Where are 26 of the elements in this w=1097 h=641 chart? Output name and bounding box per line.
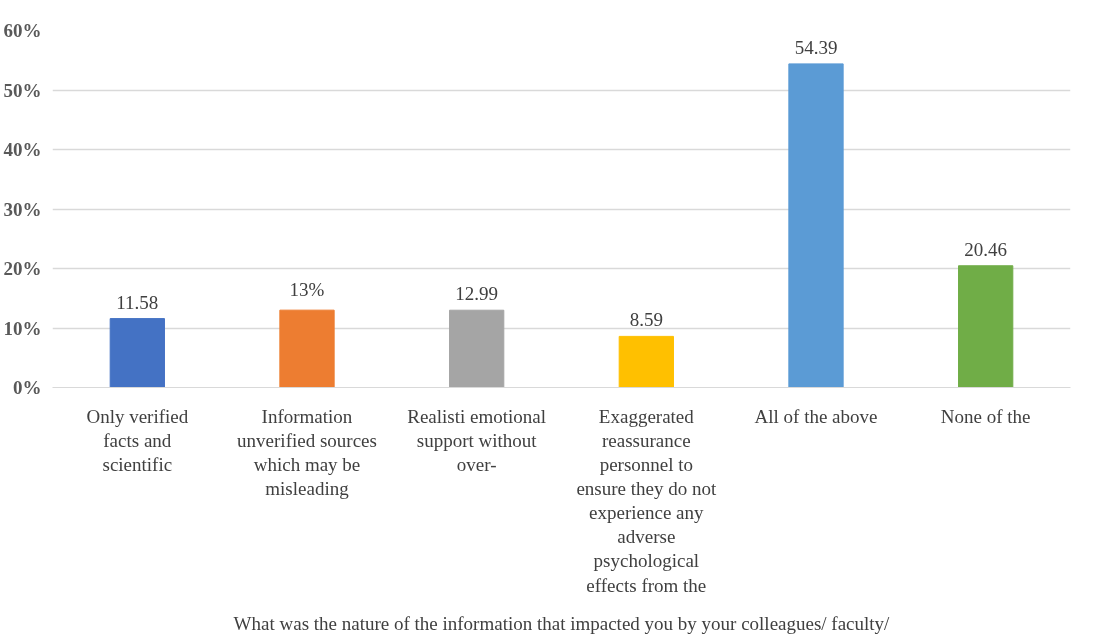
y-tick-label: 0% <box>13 377 42 398</box>
data-label: 13% <box>289 279 325 301</box>
x-tick-label: None of the <box>940 405 1031 427</box>
y-tick-label: 20% <box>3 258 42 279</box>
x-tick-label: Exaggerated reassurance personnel to ensure they do not experience any adverse psychological effects from the <box>576 405 717 596</box>
y-tick-label: 10% <box>3 317 42 339</box>
y-tick-label: 50% <box>3 79 42 101</box>
data-label: 20.46 <box>964 238 1008 260</box>
data-label: 12.99 <box>455 283 499 305</box>
bar <box>788 63 844 388</box>
x-tick-label: All of the above <box>754 405 878 427</box>
data-label: 11.58 <box>116 291 159 313</box>
bar <box>279 309 335 388</box>
bar <box>618 335 674 388</box>
x-tick-label: Information unverified sources which may be misleading <box>237 405 377 499</box>
bar <box>109 318 165 388</box>
bar <box>449 309 505 388</box>
data-label: 54.39 <box>794 36 838 58</box>
y-tick-label: 30% <box>3 198 42 220</box>
data-label: 8.59 <box>629 309 663 331</box>
x-tick-label: Only verified facts and scientific <box>86 405 189 475</box>
x-tick-label: Realisti emotional support without over- <box>407 405 547 475</box>
y-tick-label: 60% <box>3 20 42 41</box>
y-tick-label: 40% <box>3 139 42 160</box>
x-axis-title: What was the nature of the information that impacted you by your colleagues/ faculty/ <box>233 612 891 634</box>
bar <box>958 265 1014 388</box>
